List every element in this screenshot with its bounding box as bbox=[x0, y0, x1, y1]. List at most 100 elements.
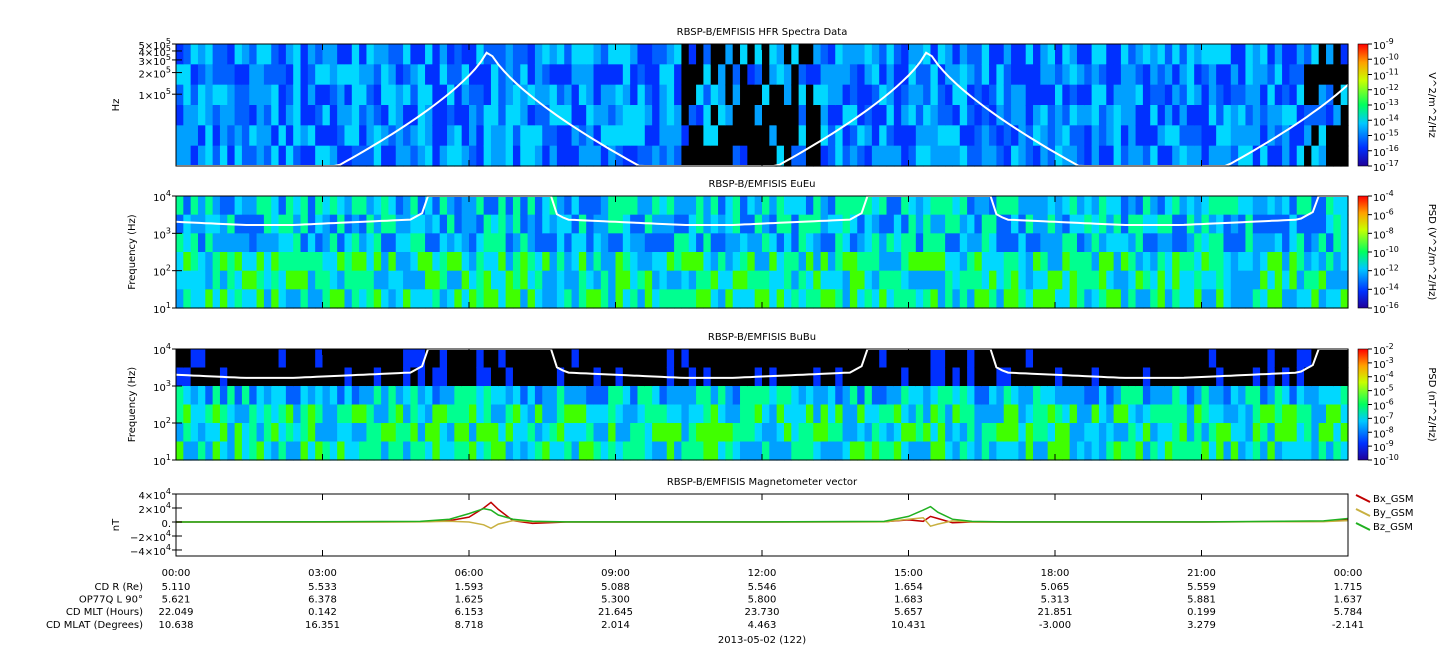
spectrogram-cell bbox=[622, 289, 631, 309]
ephemeris-label: CD R (Re) bbox=[95, 582, 144, 593]
spectrogram-cell bbox=[329, 349, 338, 369]
spectrogram-cell bbox=[1135, 145, 1144, 167]
spectrogram-cell bbox=[1047, 44, 1056, 65]
spectrogram-cell bbox=[827, 252, 836, 272]
spectrogram-cell bbox=[740, 125, 748, 147]
spectrogram-cell bbox=[300, 386, 309, 406]
spectrogram-cell bbox=[417, 125, 426, 147]
spectrogram-cell bbox=[564, 105, 573, 126]
spectrogram-cell bbox=[1076, 145, 1085, 167]
spectrogram-cell bbox=[1113, 105, 1122, 126]
spectrogram-cell bbox=[762, 423, 770, 443]
spectrogram-cell bbox=[176, 214, 184, 234]
spectrogram-cell bbox=[425, 367, 433, 387]
spectrogram-cell bbox=[1055, 145, 1063, 167]
spectrogram-cell bbox=[1179, 404, 1188, 424]
spectrogram-cell bbox=[740, 423, 748, 443]
ephemeris-value: 1.683 bbox=[894, 595, 923, 606]
spectrogram-cell bbox=[1201, 105, 1210, 126]
spectrogram-cell bbox=[989, 145, 997, 167]
spectrogram-cell bbox=[769, 289, 778, 309]
spectrogram-cell bbox=[1128, 349, 1137, 369]
spectrogram-cell bbox=[1091, 404, 1100, 424]
spectrogram-cell bbox=[754, 270, 763, 290]
spectrogram-cell bbox=[1076, 404, 1085, 424]
spectrogram-cell bbox=[454, 367, 463, 387]
spectrogram-cell bbox=[827, 44, 836, 65]
spectrogram-cell bbox=[593, 84, 602, 106]
spectrogram-cell bbox=[1201, 289, 1210, 309]
spectrogram-cell bbox=[190, 252, 199, 272]
spectrogram-cell bbox=[542, 214, 551, 234]
spectrogram-cell bbox=[791, 404, 800, 424]
spectrogram-cell bbox=[1186, 105, 1195, 126]
spectrogram-cell bbox=[300, 125, 309, 147]
spectrogram-cell bbox=[432, 214, 441, 234]
spectrogram-cell bbox=[1091, 233, 1100, 253]
spectrogram-cell bbox=[454, 44, 463, 65]
spectrogram-cell bbox=[534, 441, 543, 461]
spectrogram-cell bbox=[417, 145, 426, 167]
spectrogram-cell bbox=[1018, 386, 1027, 406]
spectrogram-cell bbox=[1186, 349, 1195, 369]
spectrogram-cell bbox=[740, 289, 748, 309]
spectrogram-cell bbox=[417, 367, 426, 387]
spectrogram-cell bbox=[652, 386, 661, 406]
spectrogram-cell bbox=[901, 44, 910, 65]
spectrogram-cell bbox=[688, 125, 697, 147]
spectrogram-cell bbox=[190, 270, 199, 290]
spectrogram-cell bbox=[490, 105, 499, 126]
spectrogram-cell bbox=[373, 386, 382, 406]
spectrogram-cell bbox=[1106, 233, 1115, 253]
spectrogram-cell bbox=[600, 349, 609, 369]
spectrogram-cell bbox=[1186, 125, 1195, 147]
spectrogram-cell bbox=[381, 367, 390, 387]
spectrogram-cell bbox=[835, 289, 844, 309]
spectrogram-cell bbox=[666, 252, 675, 272]
spectrogram-cell bbox=[351, 270, 360, 290]
spectrogram-cell bbox=[549, 64, 558, 86]
spectrogram-cell bbox=[1084, 145, 1093, 167]
spectrogram-cell bbox=[527, 233, 536, 253]
spectrogram-cell bbox=[351, 423, 360, 443]
spectrogram-cell bbox=[615, 270, 624, 290]
spectrogram-cell bbox=[1142, 84, 1151, 106]
spectrogram-cell bbox=[241, 441, 250, 461]
spectrogram-cell bbox=[205, 441, 214, 461]
spectrogram-cell bbox=[373, 125, 382, 147]
spectrogram-cell bbox=[403, 270, 411, 290]
spectrogram-cell bbox=[1040, 367, 1049, 387]
spectrogram-cell bbox=[820, 386, 829, 406]
spectrogram-cell bbox=[893, 233, 902, 253]
spectrogram-cell bbox=[622, 105, 631, 126]
spectrogram-cell bbox=[1333, 423, 1342, 443]
spectrogram-cell bbox=[263, 105, 272, 126]
spectrogram-cell bbox=[1267, 386, 1276, 406]
spectrogram-cell bbox=[285, 125, 294, 147]
spectrogram-cell bbox=[373, 349, 382, 369]
spectrogram-cell bbox=[762, 289, 770, 309]
spectrogram-cell bbox=[703, 289, 712, 309]
spectrogram-cell bbox=[432, 270, 441, 290]
spectrogram-cell bbox=[1120, 64, 1129, 86]
spectrogram-cell bbox=[813, 386, 822, 406]
spectrogram-cell bbox=[234, 423, 243, 443]
spectrogram-cell bbox=[674, 125, 683, 147]
spectrogram-cell bbox=[329, 64, 338, 86]
spectrogram-cell bbox=[1311, 367, 1320, 387]
spectrogram-cell bbox=[849, 64, 858, 86]
spectrogram-cell bbox=[271, 404, 280, 424]
spectrogram-cell bbox=[652, 233, 661, 253]
spectrogram-cell bbox=[725, 196, 734, 216]
spectrogram-cell bbox=[527, 252, 536, 272]
spectrogram-cell bbox=[849, 105, 858, 126]
spectrogram-cell bbox=[461, 270, 470, 290]
spectrogram-cell bbox=[857, 441, 866, 461]
spectrogram-cell bbox=[322, 349, 331, 369]
spectrogram-cell bbox=[600, 214, 609, 234]
spectrogram-cell bbox=[278, 64, 287, 86]
spectrogram-cell bbox=[490, 270, 499, 290]
spectrogram-cell bbox=[930, 367, 939, 387]
spectrogram-cell bbox=[981, 367, 990, 387]
spectrogram-cell bbox=[857, 44, 866, 65]
